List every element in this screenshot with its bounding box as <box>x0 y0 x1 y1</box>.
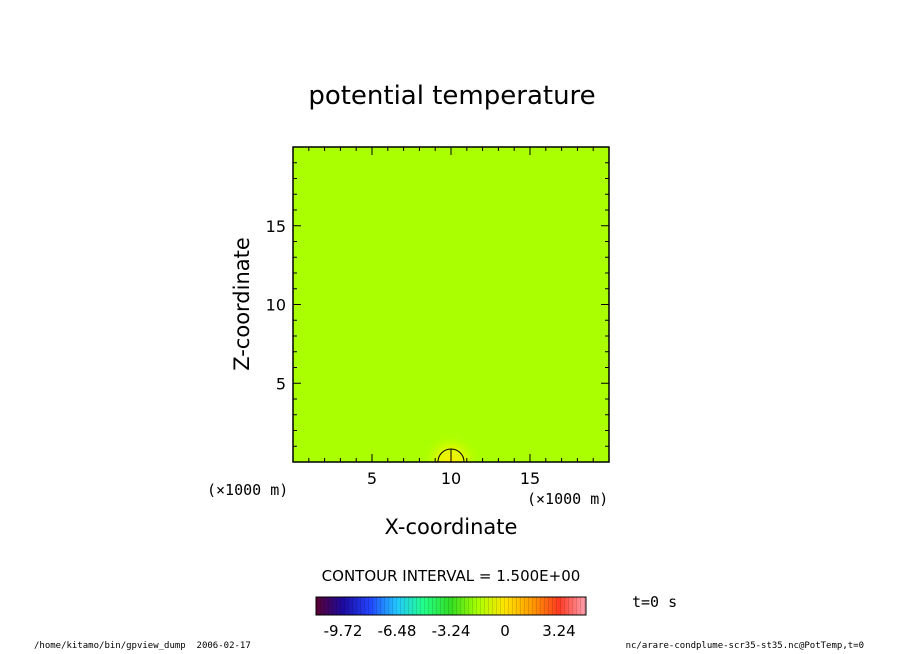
colorbar-tick-label: 0 <box>500 622 510 640</box>
x-tick-label: 10 <box>441 469 461 488</box>
y-tick-label: 5 <box>276 374 286 393</box>
colorbar-frame <box>315 596 587 616</box>
y-tick-labels: 5 10 15 <box>266 217 286 394</box>
field-background <box>293 147 609 462</box>
y-tick-label: 10 <box>266 296 286 315</box>
colorbar-tick-label: -9.72 <box>324 622 363 640</box>
colorbar-tick-label: -3.24 <box>432 622 471 640</box>
x-tick-label: 5 <box>367 469 377 488</box>
footer-left: /home/kitamo/bin/gpview_dump 2006-02-17 <box>34 641 251 651</box>
anomaly-blob <box>421 432 481 462</box>
time-label: t=0 s <box>632 593 677 611</box>
x-tick-labels: 5 10 15 <box>367 469 540 488</box>
plot-area: 5 10 15 5 10 15 <box>266 146 610 488</box>
chart-title: potential temperature <box>308 81 595 111</box>
colorbar-tick-label: 3.24 <box>542 622 575 640</box>
colorbar-hatching <box>316 597 586 615</box>
colorbar-tick-label: -6.48 <box>378 622 417 640</box>
x-tick-label: 15 <box>520 469 540 488</box>
colorbar-tick-labels: -9.72 -6.48 -3.24 0 3.24 <box>324 622 576 640</box>
footer-right: nc/arare-condplume-scr35-st35.nc@PotTemp… <box>625 641 864 651</box>
x-unit-label: (×1000 m) <box>527 490 608 508</box>
x-axis-label: X-coordinate <box>385 515 518 539</box>
contour-interval-label: CONTOUR INTERVAL = 1.500E+00 <box>322 567 581 585</box>
colorbar: -9.72 -6.48 -3.24 0 3.24 <box>315 596 587 640</box>
y-tick-label: 15 <box>266 217 286 236</box>
y-axis-label: Z-coordinate <box>230 237 254 371</box>
y-unit-label: (×1000 m) <box>207 481 288 499</box>
axis-ticks <box>293 147 609 462</box>
